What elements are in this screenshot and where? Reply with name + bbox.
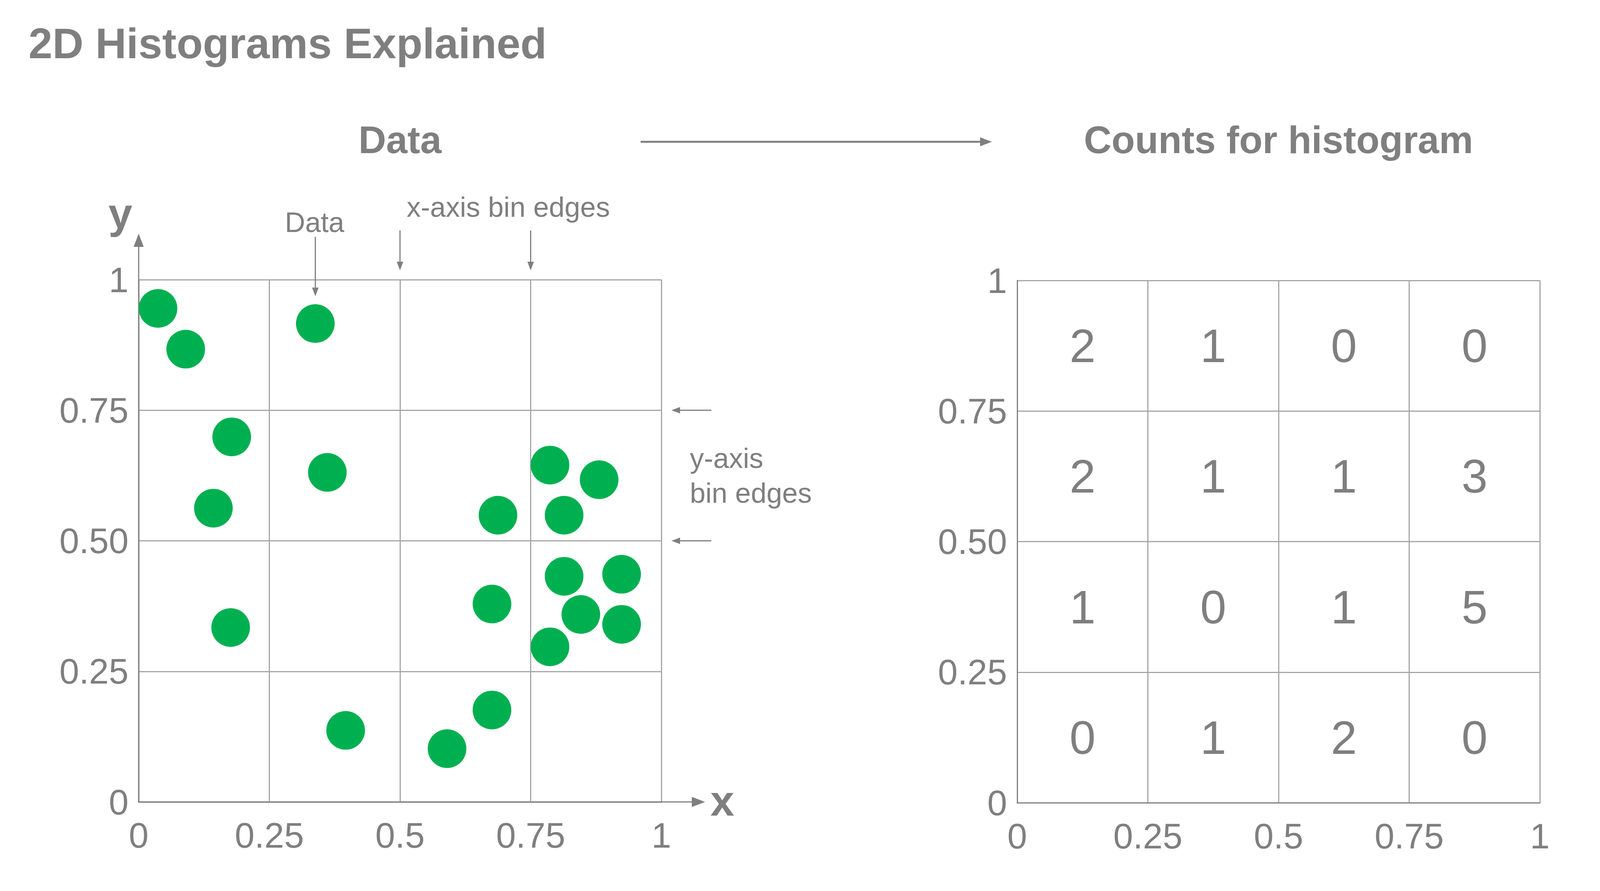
svg-text:x-axis bin edges: x-axis bin edges — [406, 191, 610, 223]
svg-text:Data: Data — [284, 206, 345, 238]
svg-text:0.75: 0.75 — [1374, 816, 1444, 856]
svg-text:0: 0 — [1007, 816, 1028, 856]
svg-text:1: 1 — [108, 260, 129, 300]
svg-text:1: 1 — [1330, 450, 1358, 503]
svg-text:0: 0 — [1200, 580, 1227, 634]
svg-text:1: 1 — [1200, 319, 1227, 372]
svg-text:0.50: 0.50 — [59, 521, 129, 561]
svg-text:3: 3 — [1461, 450, 1488, 503]
svg-text:2: 2 — [1330, 711, 1358, 764]
svg-text:Counts for histogram: Counts for histogram — [1083, 118, 1474, 162]
svg-text:0: 0 — [1330, 319, 1358, 372]
svg-text:1: 1 — [987, 260, 1008, 301]
svg-text:1: 1 — [651, 815, 672, 856]
svg-text:0: 0 — [987, 783, 1008, 823]
svg-text:2D Histograms Explained: 2D Histograms Explained — [28, 19, 547, 68]
svg-text:0.75: 0.75 — [496, 815, 566, 856]
svg-text:1: 1 — [1330, 580, 1358, 634]
svg-text:2: 2 — [1069, 319, 1096, 372]
svg-text:bin edges: bin edges — [689, 477, 812, 509]
svg-text:0.75: 0.75 — [59, 390, 129, 431]
svg-text:y-axis: y-axis — [689, 442, 764, 474]
svg-text:x: x — [710, 776, 734, 825]
svg-text:0.5: 0.5 — [375, 815, 425, 856]
svg-text:0: 0 — [128, 815, 149, 856]
svg-text:1: 1 — [1069, 580, 1096, 634]
svg-text:0.25: 0.25 — [1113, 816, 1183, 856]
svg-text:0: 0 — [1461, 319, 1488, 372]
svg-text:0.25: 0.25 — [234, 815, 304, 856]
svg-text:1: 1 — [1200, 450, 1227, 503]
svg-text:0: 0 — [1461, 711, 1488, 764]
svg-text:5: 5 — [1461, 580, 1488, 634]
svg-text:0.50: 0.50 — [937, 521, 1008, 562]
svg-text:0.5: 0.5 — [1253, 816, 1304, 856]
svg-text:0.25: 0.25 — [59, 651, 129, 692]
svg-text:0.75: 0.75 — [937, 391, 1008, 431]
svg-text:y: y — [108, 189, 133, 238]
svg-text:Data: Data — [358, 118, 443, 162]
svg-text:0: 0 — [1069, 711, 1096, 764]
svg-text:2: 2 — [1069, 450, 1096, 503]
svg-text:0: 0 — [108, 782, 129, 822]
svg-text:1: 1 — [1200, 711, 1227, 764]
svg-text:0.25: 0.25 — [937, 652, 1008, 692]
svg-text:1: 1 — [1530, 816, 1550, 856]
